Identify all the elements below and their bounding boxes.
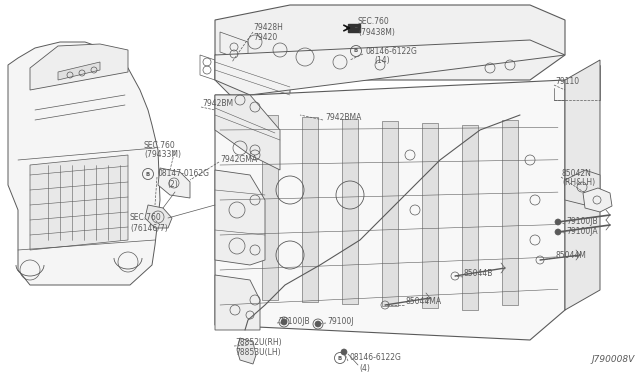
Circle shape	[315, 321, 321, 327]
Polygon shape	[502, 120, 518, 305]
Text: SEC.760: SEC.760	[130, 214, 162, 222]
Text: J790008V: J790008V	[592, 355, 635, 364]
Circle shape	[341, 349, 347, 355]
Text: (4): (4)	[359, 363, 370, 372]
Text: SEC.760: SEC.760	[144, 141, 176, 150]
Text: (14): (14)	[374, 57, 390, 65]
Polygon shape	[422, 123, 438, 308]
Polygon shape	[58, 62, 100, 80]
Text: 7942GMA: 7942GMA	[220, 155, 257, 164]
Text: SEC.760: SEC.760	[358, 17, 390, 26]
Text: 78853U(LH): 78853U(LH)	[235, 349, 280, 357]
Text: 79100J: 79100J	[327, 317, 353, 326]
Text: 85044M: 85044M	[556, 250, 587, 260]
Text: (79438M): (79438M)	[358, 28, 395, 36]
Circle shape	[281, 319, 287, 325]
Polygon shape	[215, 95, 280, 170]
Text: 79428H: 79428H	[253, 23, 283, 32]
Text: (RH&LH): (RH&LH)	[562, 179, 595, 187]
Polygon shape	[237, 338, 256, 364]
Text: 78852U(RH): 78852U(RH)	[235, 339, 282, 347]
Text: 79420: 79420	[253, 33, 277, 42]
Polygon shape	[302, 117, 318, 302]
Text: 79100JA: 79100JA	[566, 227, 598, 235]
Polygon shape	[462, 125, 478, 310]
Polygon shape	[145, 205, 172, 228]
Text: (2): (2)	[167, 180, 178, 189]
Text: B: B	[146, 171, 150, 176]
Circle shape	[555, 219, 561, 225]
Polygon shape	[565, 60, 600, 310]
Polygon shape	[342, 119, 358, 304]
Text: 08146-6122G: 08146-6122G	[365, 46, 417, 55]
Polygon shape	[215, 40, 565, 95]
Text: 79100JB: 79100JB	[278, 317, 310, 326]
Text: (76146/7): (76146/7)	[130, 224, 168, 232]
Polygon shape	[8, 42, 160, 285]
Polygon shape	[262, 115, 278, 300]
Polygon shape	[348, 24, 360, 32]
Polygon shape	[30, 44, 128, 90]
Text: 7942BM: 7942BM	[202, 99, 233, 108]
Text: 79110: 79110	[555, 77, 579, 87]
Text: 7942BMA: 7942BMA	[325, 112, 362, 122]
Polygon shape	[382, 121, 398, 306]
Text: (79433M): (79433M)	[144, 151, 181, 160]
Polygon shape	[215, 80, 565, 340]
Polygon shape	[158, 168, 190, 198]
Polygon shape	[215, 275, 260, 330]
Text: 85042N: 85042N	[562, 169, 592, 177]
Text: 79100JB: 79100JB	[566, 217, 598, 225]
Text: 85044MA: 85044MA	[405, 298, 441, 307]
Text: 08147-0162G: 08147-0162G	[158, 170, 210, 179]
Polygon shape	[583, 188, 612, 212]
Text: B: B	[354, 48, 358, 54]
Polygon shape	[215, 170, 265, 265]
Circle shape	[555, 229, 561, 235]
Polygon shape	[215, 55, 290, 130]
Polygon shape	[30, 155, 128, 250]
Polygon shape	[565, 170, 600, 205]
Text: 85044B: 85044B	[464, 269, 493, 279]
Polygon shape	[215, 5, 565, 80]
Text: B: B	[338, 356, 342, 360]
Text: 08146-6122G: 08146-6122G	[350, 353, 402, 362]
